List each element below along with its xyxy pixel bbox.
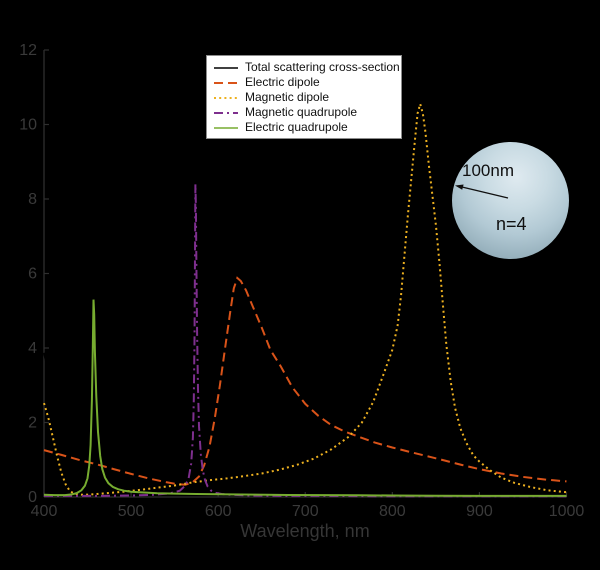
- legend-label: Magnetic quadrupole: [245, 105, 358, 119]
- legend-label: Total scattering cross-section: [245, 60, 400, 74]
- legend-entry-magnetic-dipole: Magnetic dipole: [213, 90, 395, 105]
- x-tick-label: 800: [379, 503, 406, 520]
- x-tick-label: 400: [31, 503, 58, 520]
- sphere-radius-label: 100nm: [462, 161, 514, 180]
- y-tick-label: 2: [28, 415, 37, 432]
- curve-magnetic-dipole: [43, 100, 567, 496]
- curve-electric-quadrupole: [43, 299, 567, 497]
- legend-entry-total: Total scattering cross-section: [213, 60, 400, 75]
- x-tick-label: 500: [118, 503, 145, 520]
- x-axis-title: Wavelength, nm: [240, 521, 370, 541]
- y-tick-label: 6: [28, 266, 37, 283]
- legend-entry-magnetic-quadrupole: Magnetic quadrupole: [213, 105, 395, 120]
- curve-magnetic-quadrupole: [44, 184, 567, 498]
- curve-electric-dipole: [43, 276, 567, 486]
- y-tick-label: 12: [19, 42, 37, 59]
- legend-label: Electric quadrupole: [245, 120, 348, 134]
- x-tick-label: 600: [205, 503, 232, 520]
- x-tick-label: 900: [466, 503, 493, 520]
- legend-label: Electric dipole: [245, 75, 320, 89]
- y-tick-label: 0: [28, 489, 37, 506]
- legend-line-sample: [214, 66, 238, 69]
- legend-line-sample: [214, 96, 238, 99]
- radius-arrow: [461, 186, 509, 199]
- refractive-index-label: n=4: [496, 214, 527, 234]
- legend-line-sample: [214, 126, 238, 129]
- y-tick-label: 10: [19, 117, 37, 134]
- x-tick-label: 1000: [549, 503, 585, 520]
- curve-total-scattering-cross-section: [43, 59, 567, 476]
- nanosphere-illustration: [452, 142, 569, 259]
- legend-label: Magnetic dipole: [245, 90, 330, 104]
- legend-line-sample: [214, 111, 238, 114]
- radius-arrowhead: [455, 184, 464, 190]
- legend-entry-electric-dipole: Electric dipole: [213, 75, 395, 90]
- legend-line-sample: [214, 81, 238, 84]
- legend-box: Total scattering cross-section Electric …: [206, 55, 402, 139]
- legend-entry-electric-quadrupole: Electric quadrupole: [213, 120, 395, 135]
- y-tick-label: 8: [28, 191, 37, 208]
- y-tick-label: 4: [28, 340, 37, 357]
- x-tick-label: 700: [292, 503, 319, 520]
